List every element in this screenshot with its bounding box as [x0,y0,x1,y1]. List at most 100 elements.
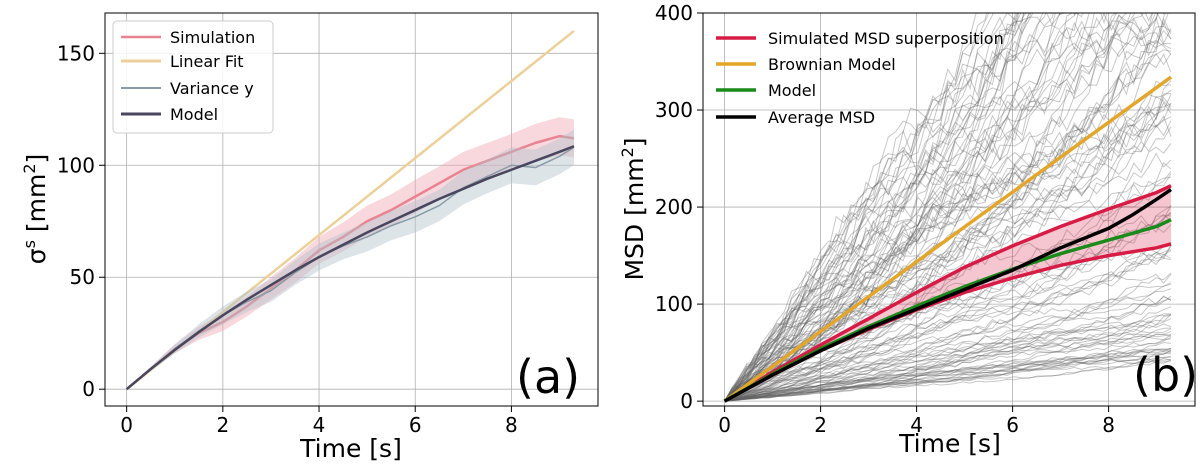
msd-trajectory [724,348,1172,402]
panel-a-legend: Simulation Linear Fit Variance y Model [112,20,274,134]
msd-trajectory [724,327,1172,402]
msd-trajectory [724,13,1083,402]
panel-a-y-axis-label: σs [mm2] [20,154,51,265]
x-tick-label: 8 [1102,413,1115,437]
msd-trajectory [724,282,1172,402]
msd-trajectory [724,247,1172,402]
legend-label-model-a: Model [170,105,218,124]
y-tick-label: 100 [57,153,95,177]
msd-trajectory [724,13,1167,402]
y-tick-label: 400 [655,1,693,25]
msd-trajectory [724,297,1172,402]
panel-b-legend: Simulated MSD superposition Brownian Mod… [716,29,1004,127]
series-line [125,145,575,391]
msd-trajectory [724,13,1118,402]
msd-trajectory [724,13,1136,402]
msd-trajectory [724,360,1172,402]
msd-trajectory [724,356,1172,402]
msd-trajectory [724,13,977,402]
msd-trajectory [724,296,1172,402]
msd-trajectory [724,89,1172,402]
msd-trajectory [724,352,1172,402]
msd-trajectory [724,17,1172,402]
y-tick-label: 150 [57,41,95,65]
msd-trajectory [724,13,1027,402]
msd-trajectory [724,13,1032,402]
msd-trajectory [724,347,1172,402]
panel-b-xtick-labels: 0 2 4 6 8 [718,413,1115,437]
panel-a-legend-box [112,20,274,134]
msd-trajectory [724,341,1172,402]
panel-a: 0 2 4 6 8 0 50 100 150 Time [s] σs [mm2] Simula… [20,12,599,463]
series-line [723,188,1172,403]
msd-trajectory [724,330,1172,402]
x-tick-label: 6 [409,413,422,437]
msd-trajectory [724,358,1172,402]
panel-b: 0 2 4 6 8 0 100 200 300 400 Time [s] MSD [mm2] S… [618,1,1198,458]
msd-trajectory [724,80,1172,402]
panel-b-x-axis-label: Time [s] [898,429,1001,458]
msd-trajectory [724,13,1020,402]
msd-trajectory [724,13,1077,402]
msd-trajectory [724,350,1172,402]
msd-trajectory [724,314,1172,402]
msd-trajectory [724,357,1172,402]
legend-label-average-msd: Average MSD [768,108,875,127]
msd-trajectory [724,283,1172,402]
panel-a-xtick-labels: 0 2 4 6 8 [120,413,518,437]
msd-trajectory [724,23,1172,402]
msd-trajectory [724,13,1144,402]
msd-trajectory [724,245,1172,402]
msd-trajectory [724,338,1172,402]
panel-b-tag: (b) [1133,348,1198,402]
msd-trajectory [724,13,1067,402]
msd-trajectory [724,253,1172,402]
legend-label-simulated-msd: Simulated MSD superposition [768,29,1004,48]
msd-trajectory [724,94,1172,402]
msd-trajectory [724,13,1030,402]
msd-trajectory [724,215,1172,402]
msd-trajectory [724,13,1079,402]
msd-trajectory [724,359,1172,402]
msd-trajectory [724,212,1172,402]
panel-a-ytick-labels: 0 50 100 150 [57,41,95,401]
series-band [126,117,574,390]
msd-trajectory [724,13,1034,402]
legend-label-model-b: Model [768,81,816,100]
y-tick-label: 300 [655,98,693,122]
msd-trajectory [724,13,1055,402]
msd-trajectory [724,13,994,402]
msd-trajectory [724,13,990,402]
msd-trajectory [724,13,988,402]
msd-trajectory [724,13,1159,402]
msd-trajectory [724,115,1172,402]
msd-trajectory [724,13,1025,402]
x-tick-label: 2 [814,413,827,437]
msd-trajectory [724,13,1169,402]
msd-trajectory [724,328,1172,402]
panel-b-series [723,75,1173,403]
y-tick-label: 0 [680,389,693,413]
panel-a-ticks [99,52,512,412]
msd-trajectory [724,223,1172,402]
legend-label-variance-y: Variance y [170,79,254,98]
series-line [125,134,575,391]
msd-trajectory [724,349,1172,402]
panel-b-y-axis-label: MSD [mm2] [618,137,649,280]
msd-trajectory [724,334,1172,402]
msd-trajectory [724,273,1172,402]
legend-label-brownian-model: Brownian Model [768,55,896,74]
msd-trajectory [724,314,1172,402]
y-tick-label: 0 [82,377,95,401]
x-tick-label: 8 [505,413,518,437]
msd-trajectory [724,323,1172,402]
msd-trajectory [724,249,1172,402]
msd-trajectory [724,347,1172,402]
msd-trajectory [724,13,1105,402]
msd-trajectory [724,33,1172,402]
msd-trajectory [724,13,1165,402]
msd-trajectory [724,13,1019,402]
msd-trajectory [724,313,1171,402]
msd-trajectory [724,333,1172,402]
msd-trajectory [724,13,1128,402]
